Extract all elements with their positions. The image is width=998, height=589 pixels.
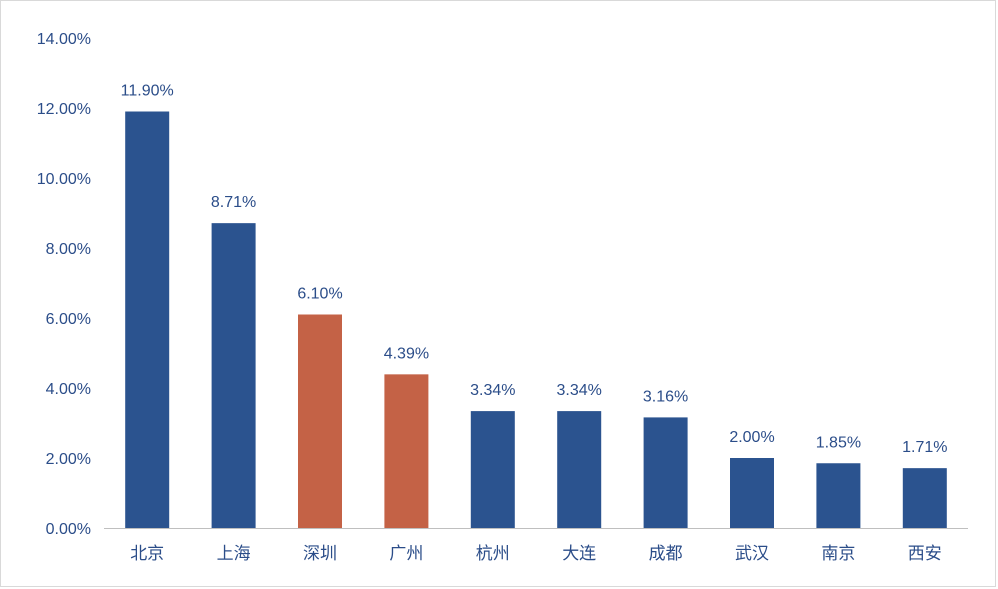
- bar-value-label: 1.85%: [816, 434, 861, 451]
- bar: [816, 463, 861, 528]
- bar: [470, 411, 515, 528]
- y-tick-label: 6.00%: [46, 311, 91, 328]
- x-category-label: 西安: [908, 544, 942, 564]
- x-category-label: 南京: [821, 544, 855, 564]
- bar: [902, 468, 947, 528]
- y-tick-label: 12.00%: [37, 101, 91, 118]
- bar-value-label: 2.00%: [729, 429, 774, 446]
- bar-value-label: 4.39%: [384, 345, 429, 362]
- x-category-label: 广州: [389, 544, 423, 564]
- bars: [125, 111, 947, 528]
- x-category-label: 北京: [130, 544, 164, 564]
- bar-value-label: 6.10%: [297, 286, 342, 303]
- data-labels: 11.90% 8.71% 6.10% 4.39% 3.34% 3.34% 3.16% 2.00…: [121, 83, 948, 457]
- x-category-label: 深圳: [303, 544, 337, 564]
- bar-value-label: 11.90%: [121, 83, 174, 100]
- bar: [298, 314, 342, 528]
- y-tick-label: 10.00%: [37, 171, 91, 188]
- bar: [730, 458, 774, 528]
- x-category-label: 上海: [217, 544, 251, 564]
- bar-value-label: 3.34%: [557, 382, 602, 399]
- x-category-label: 大连: [562, 544, 596, 564]
- bar: [384, 374, 429, 528]
- bar-value-label: 1.71%: [902, 439, 947, 456]
- bar: [557, 411, 602, 528]
- bar: [211, 223, 256, 528]
- x-axis-category-labels: 北京 上海 深圳 广州 杭州 大连 成都 武汉 南京 西安: [130, 544, 942, 564]
- y-tick-label: 2.00%: [46, 451, 91, 468]
- x-category-label: 杭州: [476, 544, 510, 564]
- bar-value-label: 3.16%: [643, 388, 688, 405]
- bar-value-label: 8.71%: [211, 194, 256, 211]
- y-tick-label: 4.00%: [46, 381, 91, 398]
- y-tick-label: 8.00%: [46, 241, 91, 258]
- bar: [643, 417, 688, 528]
- y-axis-tick-labels: 0.00% 2.00% 4.00% 6.00% 8.00% 10.00% 12.00% 14.…: [37, 31, 91, 538]
- y-tick-label: 0.00%: [46, 521, 91, 538]
- x-category-label: 成都: [649, 544, 683, 564]
- bar: [125, 111, 170, 528]
- x-category-label: 武汉: [735, 544, 769, 564]
- y-tick-label: 14.00%: [37, 31, 91, 48]
- bar-value-label: 3.34%: [470, 382, 515, 399]
